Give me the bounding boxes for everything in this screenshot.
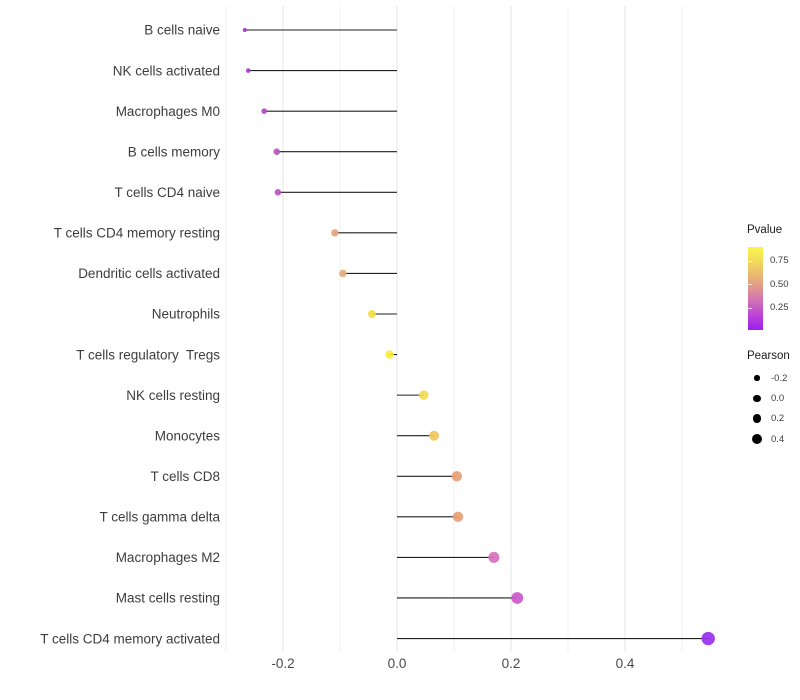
data-point: [511, 592, 524, 604]
y-axis-label: Dendritic cells activated: [78, 266, 220, 281]
data-point: [451, 471, 463, 482]
y-axis-label: T cells regulatory Tregs: [76, 347, 220, 362]
x-axis-tick-label: 0.0: [388, 656, 407, 671]
data-point: [701, 631, 715, 646]
y-axis-label: Macrophages M0: [116, 104, 220, 119]
data-point: [339, 269, 347, 278]
y-axis-label: T cells CD4 memory activated: [40, 631, 220, 646]
data-point: [385, 350, 394, 359]
x-axis-tick-label: -0.2: [271, 656, 294, 671]
y-axis-label: B cells memory: [128, 144, 221, 159]
data-point: [452, 511, 464, 523]
y-axis-label: Mast cells resting: [116, 591, 220, 606]
data-point: [419, 390, 429, 400]
x-axis-tick-label: 0.4: [616, 656, 635, 671]
y-axis-label: Monocytes: [155, 428, 221, 443]
y-axis-label: Neutrophils: [152, 307, 221, 322]
x-axis-tick-label: 0.2: [502, 656, 521, 671]
data-point: [429, 430, 440, 441]
data-point: [274, 188, 282, 196]
y-axis-label: T cells CD4 naive: [114, 185, 220, 200]
data-point: [367, 309, 376, 318]
data-point: [331, 229, 339, 237]
data-point: [273, 148, 281, 156]
y-axis-label: NK cells resting: [126, 388, 220, 403]
data-point: [242, 28, 247, 32]
y-axis-label: Macrophages M2: [116, 550, 220, 565]
y-axis-label: T cells CD4 memory resting: [54, 226, 220, 241]
y-axis-label: B cells naive: [144, 23, 220, 38]
y-axis-label: T cells gamma delta: [99, 510, 220, 525]
data-point: [488, 551, 500, 563]
y-axis-label: NK cells activated: [113, 63, 220, 78]
data-point: [245, 68, 251, 73]
y-axis-label: T cells CD8: [150, 469, 220, 484]
data-point: [261, 108, 267, 114]
